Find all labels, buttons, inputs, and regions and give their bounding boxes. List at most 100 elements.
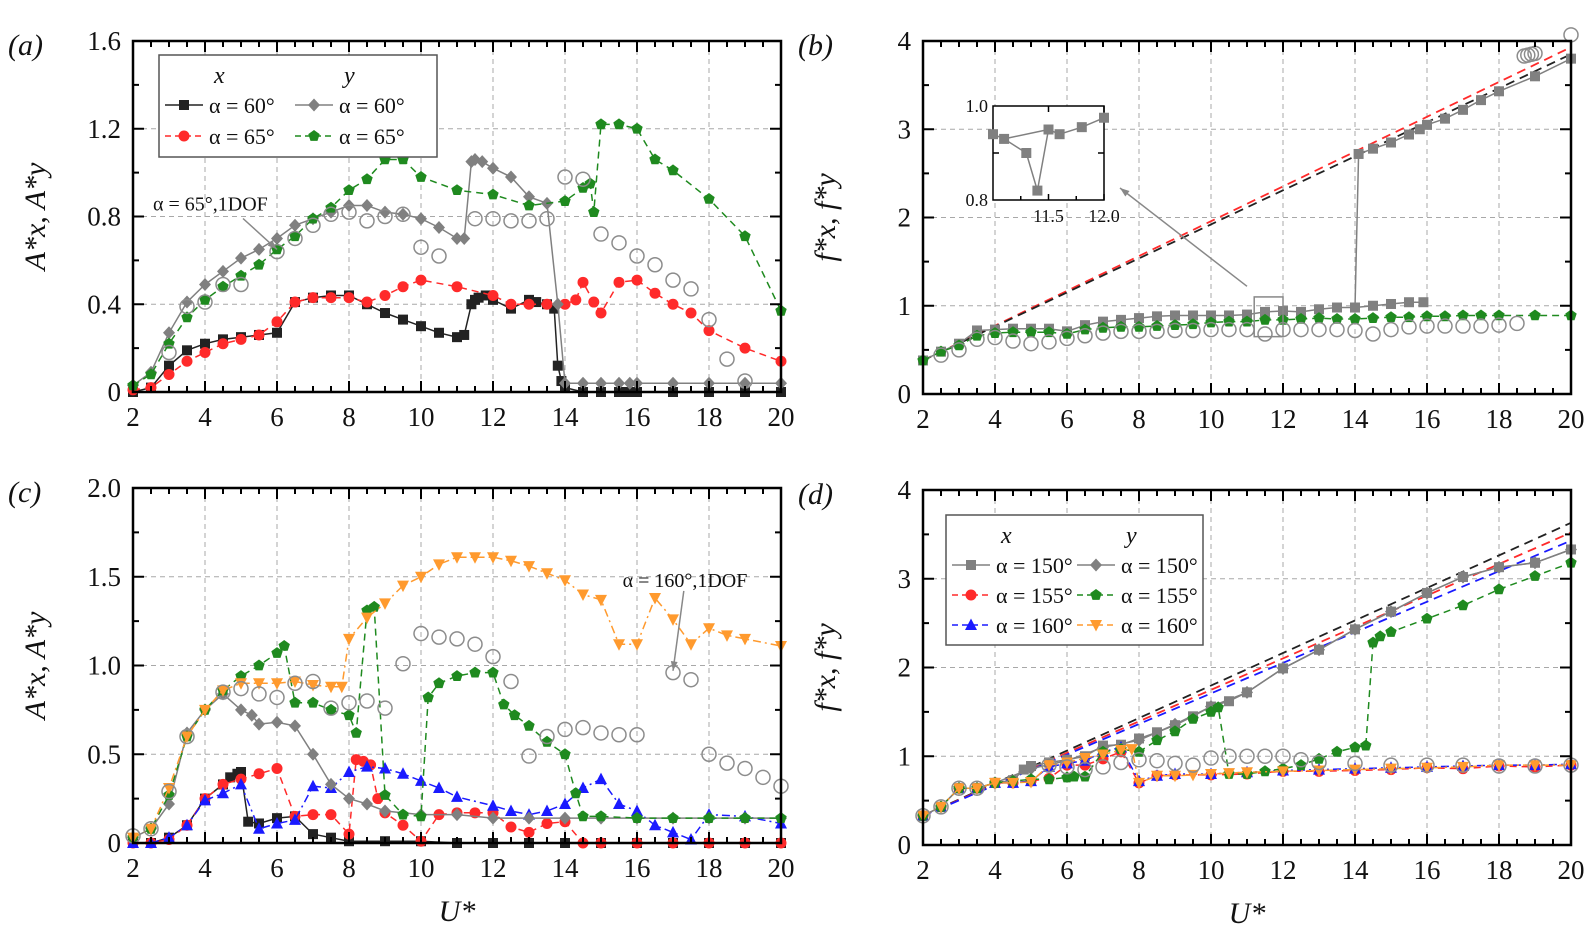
data-point	[1331, 745, 1343, 757]
data-point	[1313, 643, 1325, 657]
series-line	[922, 746, 1572, 817]
arrowhead-icon	[670, 661, 678, 671]
legend-box	[158, 54, 438, 158]
inset-data-point	[999, 133, 1010, 144]
data-point	[379, 789, 391, 800]
data-point	[1116, 314, 1126, 325]
data-point	[739, 812, 751, 823]
data-point	[623, 376, 636, 390]
arrowhead-icon	[267, 240, 277, 250]
y-tick-label: 3	[898, 564, 912, 594]
data-point	[1260, 306, 1270, 317]
data-point	[343, 765, 355, 777]
data-point	[433, 677, 445, 689]
data-point	[245, 708, 258, 722]
x-axis-title: U*	[439, 895, 476, 928]
data-point	[487, 161, 499, 175]
data-point	[549, 303, 560, 314]
data-point	[1530, 71, 1540, 82]
data-point	[595, 376, 607, 390]
data-point	[397, 767, 409, 779]
data-point	[755, 769, 771, 786]
y-axis-title: f*x, f*y	[809, 623, 842, 712]
y-axis-title: A*x, A*y	[19, 611, 52, 721]
reference-line-blue	[922, 539, 1572, 817]
data-point	[595, 118, 607, 130]
data-point	[1421, 762, 1433, 775]
data-point	[503, 673, 519, 690]
data-point	[1169, 319, 1181, 330]
data-point	[1203, 321, 1219, 338]
data-point	[1401, 319, 1417, 335]
data-point	[1353, 148, 1364, 159]
data-point	[1079, 753, 1091, 765]
data-point	[253, 717, 265, 731]
data-point	[235, 777, 247, 790]
data-point	[181, 818, 193, 831]
data-point	[397, 580, 409, 593]
data-point	[1349, 741, 1361, 753]
y-tick-label: 4	[898, 26, 912, 56]
data-point	[631, 812, 643, 823]
legend-column-header: y	[1124, 523, 1137, 549]
data-point	[1421, 612, 1433, 624]
data-point	[289, 296, 301, 308]
x-tick-label: 14	[1342, 855, 1370, 885]
data-point	[521, 748, 537, 764]
inset-arrow	[1119, 187, 1248, 287]
data-point	[1331, 313, 1343, 324]
data-point	[416, 321, 426, 332]
data-point	[181, 355, 193, 367]
inset-x-tick-label: 12.0	[1088, 206, 1120, 226]
annotation-label: α = 160°,1DOF	[623, 570, 748, 592]
data-point	[415, 810, 427, 822]
data-point	[1133, 733, 1145, 747]
data-point	[1095, 759, 1111, 775]
data-point	[235, 678, 247, 690]
data-point	[613, 376, 625, 390]
data-point	[1167, 755, 1183, 772]
data-point	[1043, 760, 1055, 772]
data-point	[1023, 335, 1039, 352]
data-point	[217, 786, 229, 799]
data-point	[1529, 570, 1541, 581]
data-point	[341, 204, 357, 220]
data-point	[1295, 759, 1307, 770]
data-point	[1367, 636, 1379, 648]
data-point	[1095, 325, 1111, 341]
data-point	[683, 281, 699, 297]
data-point	[451, 281, 463, 293]
zoom-box	[1253, 296, 1284, 338]
y-axis-title: f*x, f*y	[809, 173, 842, 262]
data-point	[539, 210, 555, 227]
data-point	[584, 177, 596, 189]
legend-label: α = 160°	[1121, 613, 1198, 638]
data-point	[467, 636, 483, 652]
data-point	[199, 278, 211, 292]
data-point	[307, 680, 319, 692]
data-point	[451, 184, 463, 195]
x-tick-label: 16	[624, 402, 651, 432]
data-point	[933, 799, 949, 815]
data-point	[161, 783, 177, 800]
data-point	[272, 327, 282, 338]
data-point	[271, 231, 283, 245]
legend-column-header: x	[1000, 523, 1012, 549]
data-point	[575, 719, 591, 736]
data-point	[199, 293, 211, 305]
data-point	[1025, 776, 1037, 789]
data-point	[243, 816, 254, 827]
data-point	[951, 780, 967, 796]
data-point	[953, 339, 965, 351]
data-point	[235, 333, 247, 345]
data-point	[703, 193, 715, 204]
x-tick-label: 16	[1414, 404, 1441, 434]
data-point	[1374, 630, 1386, 642]
data-point	[1169, 770, 1181, 783]
data-point	[1151, 770, 1163, 783]
data-point	[667, 164, 679, 176]
data-point	[1077, 761, 1093, 778]
legend-marker	[1090, 589, 1102, 600]
data-point	[487, 811, 499, 825]
